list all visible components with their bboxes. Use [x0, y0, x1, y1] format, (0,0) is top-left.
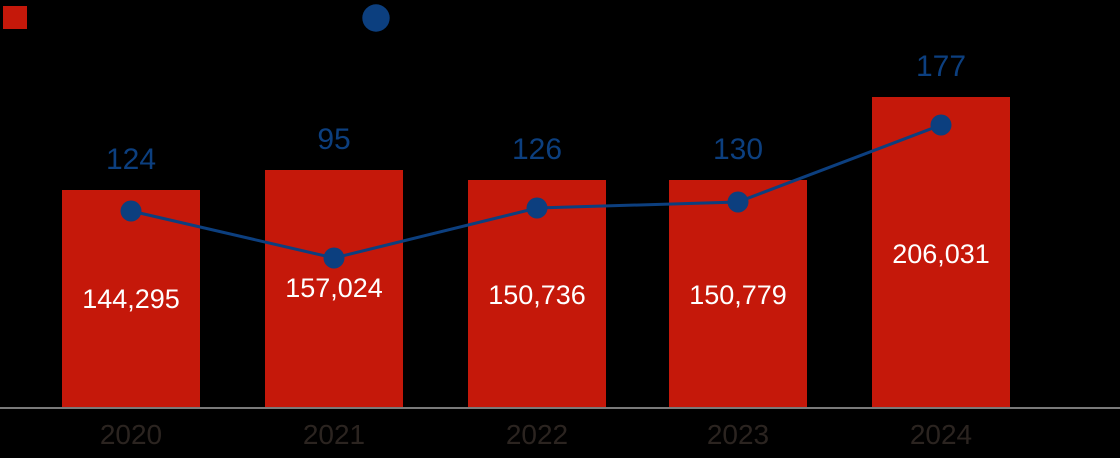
svg-text:130: 130 [713, 133, 763, 166]
svg-text:150,736: 150,736 [488, 280, 586, 310]
svg-text:206,031: 206,031 [892, 239, 990, 269]
svg-text:2020: 2020 [100, 419, 162, 450]
svg-text:2023: 2023 [707, 419, 769, 450]
svg-text:95: 95 [317, 123, 350, 156]
svg-text:2024: 2024 [910, 419, 972, 450]
svg-text:2022: 2022 [506, 419, 568, 450]
svg-text:2021: 2021 [303, 419, 365, 450]
svg-text:157,024: 157,024 [285, 273, 383, 303]
svg-text:144,295: 144,295 [82, 284, 180, 314]
svg-text:124: 124 [106, 143, 156, 176]
svg-text:150,779: 150,779 [689, 280, 787, 310]
svg-text:177: 177 [916, 50, 966, 83]
svg-text:126: 126 [512, 133, 562, 166]
